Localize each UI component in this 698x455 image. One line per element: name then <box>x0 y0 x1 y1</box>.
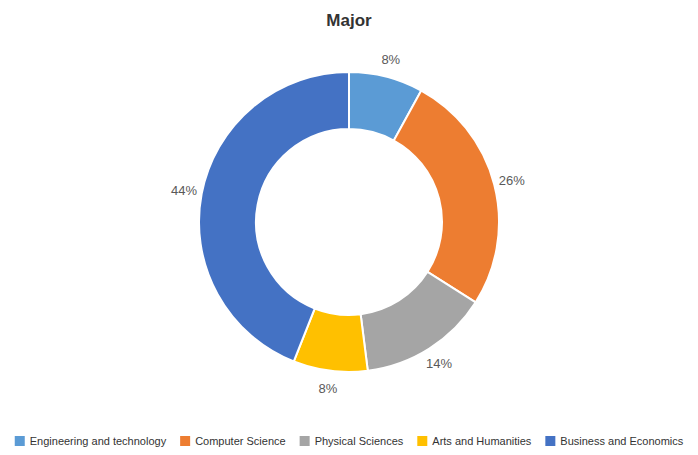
legend-item: Arts and Humanities <box>417 435 532 447</box>
data-label: 26% <box>499 173 525 188</box>
legend-item: Physical Sciences <box>300 435 404 447</box>
data-label: 44% <box>171 183 197 198</box>
legend-item: Business and Economics <box>545 435 683 447</box>
legend-label: Engineering and technology <box>30 435 167 447</box>
slices <box>199 72 499 372</box>
legend-label: Arts and Humanities <box>432 435 532 447</box>
data-label: 8% <box>319 381 338 396</box>
legend-swatch <box>15 436 25 446</box>
slice <box>199 72 349 361</box>
slice <box>394 91 499 303</box>
legend-swatch <box>300 436 310 446</box>
slice <box>361 272 476 371</box>
plot: 8% 26% 14% 8% 44% <box>171 52 525 396</box>
data-label: 14% <box>426 356 452 371</box>
legend-label: Physical Sciences <box>315 435 404 447</box>
title: Major <box>326 11 372 30</box>
legend-label: Computer Science <box>195 435 286 447</box>
legend-swatch <box>545 436 555 446</box>
legend-item: Computer Science <box>180 435 286 447</box>
data-labels: 8% 26% 14% 8% 44% <box>171 52 525 396</box>
chart: Major 8% 26% 14% 8% 44% Engineering and techno… <box>0 0 698 455</box>
legend-swatch <box>180 436 190 446</box>
legend-label: Business and Economics <box>560 435 683 447</box>
legend: Engineering and technology Computer Scien… <box>15 435 684 447</box>
data-label: 8% <box>381 52 400 67</box>
legend-item: Engineering and technology <box>15 435 167 447</box>
legend-swatch <box>417 436 427 446</box>
